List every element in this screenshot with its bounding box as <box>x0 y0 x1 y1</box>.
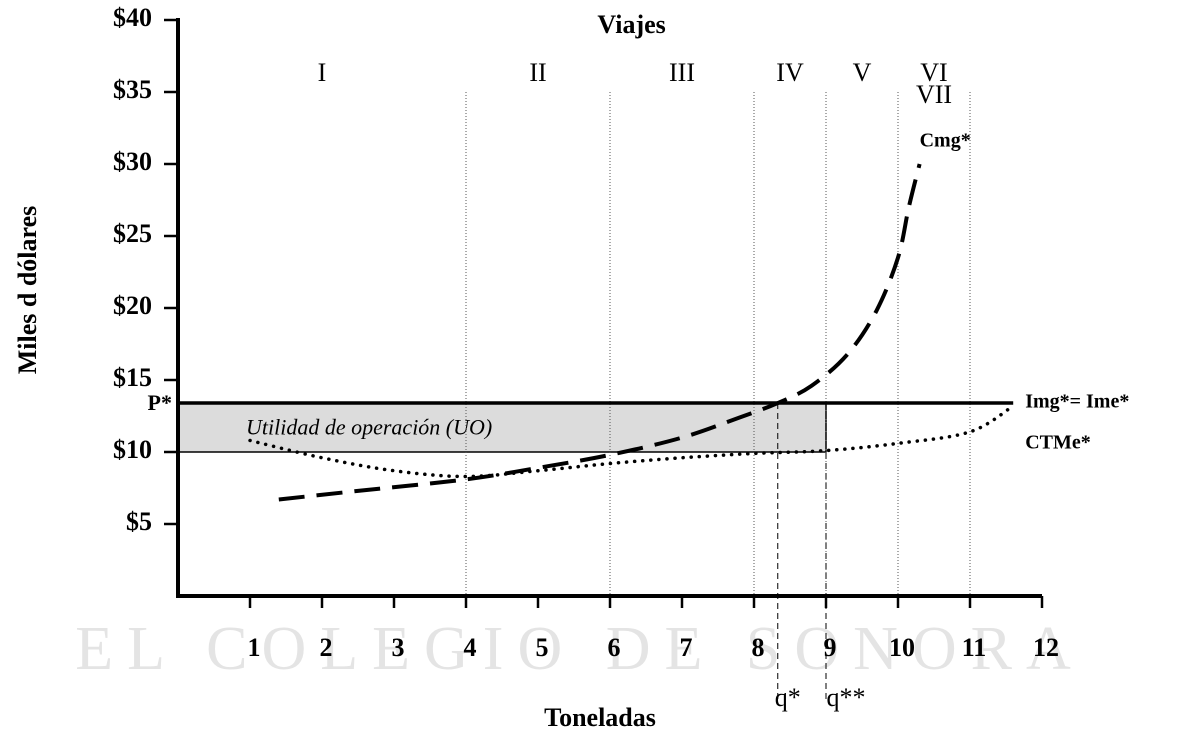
y-tick-label: $35 <box>113 75 152 104</box>
stage-label: IV <box>776 58 804 87</box>
stage-label: VII <box>916 80 952 109</box>
quantity-label: q* <box>775 683 801 712</box>
y-tick-label: $15 <box>113 363 152 392</box>
price-label: P* <box>148 390 172 415</box>
watermark: EL COLEGIO DE SONORA <box>75 615 1085 683</box>
chart: EL COLEGIO DE SONORA Utilidad de operaci… <box>0 0 1182 736</box>
x-tick-label: 8 <box>752 633 765 662</box>
x-tick-label: 10 <box>889 633 915 662</box>
y-tick-label: $10 <box>113 435 152 464</box>
profit-label: Utilidad de operación (UO) <box>246 415 492 440</box>
x-tick-label: 7 <box>680 633 693 662</box>
x-tick-label: 3 <box>392 633 405 662</box>
x-tick-label: 1 <box>248 633 261 662</box>
y-tick-label: $5 <box>126 507 152 536</box>
x-tick-label: 4 <box>464 633 477 662</box>
x-axis-label: Toneladas <box>544 703 656 732</box>
stage-label: I <box>318 58 327 87</box>
stage-label: V <box>853 58 872 87</box>
y-tick-label: $25 <box>113 219 152 248</box>
curve-label: CTMe* <box>1025 432 1091 454</box>
stages-title: Viajes <box>597 10 665 39</box>
stage-label: III <box>669 58 695 87</box>
x-tick-label: 6 <box>608 633 621 662</box>
x-tick-label: 5 <box>536 633 549 662</box>
y-axis-label: Miles d dólares <box>13 206 42 375</box>
y-tick-label: $40 <box>113 3 152 32</box>
x-tick-label: 11 <box>962 633 987 662</box>
x-tick-label: 2 <box>320 633 333 662</box>
y-tick-label: $20 <box>113 291 152 320</box>
y-tick-label: $30 <box>113 147 152 176</box>
x-tick-label: 9 <box>824 633 837 662</box>
price-line-label: Img*= Ime* <box>1025 391 1129 413</box>
curve-label: Cmg* <box>920 130 971 152</box>
x-tick-label: 12 <box>1033 633 1059 662</box>
quantity-label: q** <box>827 683 866 712</box>
stage-label: II <box>529 58 546 87</box>
page: EL COLEGIO DE SONORA Utilidad de operaci… <box>0 0 1182 736</box>
